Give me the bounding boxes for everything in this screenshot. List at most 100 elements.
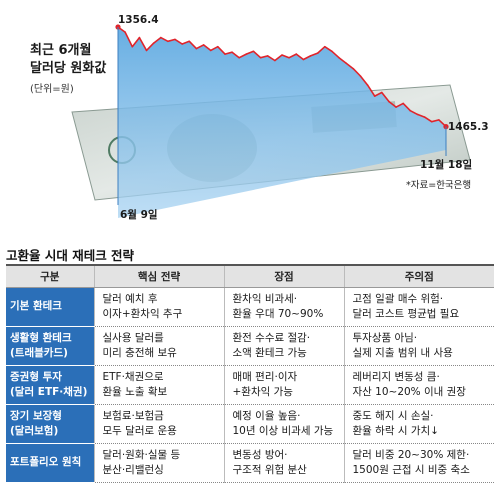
cell-line: 환율 하락 시 가치↓: [352, 424, 439, 437]
rate-point: [202, 44, 205, 46]
rate-point: [217, 45, 219, 48]
rate-point: [238, 56, 240, 59]
row-strategy: 달러·원화·실물 등 분산·리밸런싱: [93, 443, 224, 483]
rate-point: [252, 50, 255, 53]
category-text: 장기 보장형 (달러보험): [10, 409, 62, 437]
cell-line: 1500원 근접 시 비중 축소: [352, 463, 470, 476]
cell-line: 매매 편리·이자: [232, 370, 298, 383]
source-text: 자료=한국은행: [410, 180, 472, 191]
end-value-label: 1465.3: [448, 121, 489, 133]
chart-title: 최근 6개월 달러당 원화값: [30, 42, 106, 78]
cell-line: 모두 달러로 운용: [102, 424, 177, 437]
header-strategy: 핵심 전략: [93, 264, 224, 288]
strategy-table: 구분 핵심 전략 장점 주의점 기본 환테크 달러 예치 후 이자+환차익 추구 …: [6, 264, 494, 483]
cell-line: 분산·리밸런싱: [102, 463, 164, 476]
rate-point: [359, 75, 362, 77]
rate-point: [195, 47, 198, 50]
chart-area-fill: [118, 27, 446, 218]
rate-point: [259, 56, 262, 59]
rate-point: [309, 55, 312, 57]
cell-line: 미리 충전해 보유: [102, 346, 177, 359]
row-category: 생활형 환테크 (트래블카드): [6, 326, 94, 366]
table-header-row: 구분 핵심 전략 장점 주의점: [6, 264, 494, 288]
rate-point: [131, 45, 134, 48]
rate-point: [402, 102, 405, 105]
row-cautions: 투자상품 아님· 실제 지출 범위 내 사용: [343, 326, 494, 366]
rate-point: [438, 119, 440, 121]
rate-point: [138, 36, 141, 39]
cell-line: 환율 우대 70~90%: [232, 307, 324, 320]
category-text: 기본 환테크: [10, 300, 62, 312]
rate-point: [345, 62, 348, 64]
table-row: 증권형 투자 (달러 ETF·채권) ETF·채권으로 환율 노출 확보 매매 편리…: [6, 365, 494, 405]
header-pros: 장점: [223, 264, 344, 288]
chart-title-line: 최근 6개월 달러당 원화값: [30, 43, 107, 76]
cell-line: 실제 지출 범위 내 사용: [352, 346, 453, 359]
row-cautions: 고점 일괄 매수 위험· 달러 코스트 평균법 필요: [343, 287, 494, 327]
row-strategy: ETF·채권으로 환율 노출 확보: [93, 365, 224, 405]
cell-line: 구조적 위험 분산: [232, 463, 307, 476]
cell-line: ETF·채권으로: [102, 370, 164, 383]
rate-point: [288, 56, 290, 59]
rate-point: [174, 38, 176, 41]
rate-point: [395, 106, 397, 108]
cell-line: 중도 해지 시 손실·: [352, 409, 434, 422]
cell-line: 이자+환차익 추구: [102, 307, 183, 320]
row-pros: 예정 이율 높음· 10년 이상 비과세 가능: [223, 404, 344, 444]
row-cautions: 레버리지 변동성 큼· 자산 10~20% 이내 권장: [343, 365, 494, 405]
rate-point: [188, 40, 191, 43]
cell-line: 자산 10~20% 이내 권장: [352, 385, 466, 398]
rate-point: [409, 109, 412, 112]
cell-line: 보험료·보험금: [102, 409, 164, 422]
row-category: 포트폴리오 원칙: [6, 443, 94, 483]
row-cautions: 달러 비중 20~30% 제한· 1500원 근접 시 비중 축소: [343, 443, 494, 483]
row-category: 증권형 투자 (달러 ETF·채권): [6, 365, 94, 405]
rate-point: [302, 58, 305, 61]
source-note: *자료=한국은행: [406, 180, 472, 191]
cell-line: 고점 일괄 매수 위험·: [352, 292, 444, 305]
rate-point: [295, 53, 298, 55]
rate-point: [366, 84, 369, 86]
rate-point: [152, 42, 155, 44]
rate-point: [381, 91, 383, 94]
rate-point: [145, 49, 148, 52]
cell-line: 10년 이상 비과세 가능: [232, 424, 334, 437]
cell-line: 환차익 비과세·: [232, 292, 298, 305]
rate-point: [423, 116, 426, 118]
cell-line: 달러 비중 20~30% 제한·: [352, 448, 470, 461]
start-value-label: 1356.4: [118, 14, 159, 26]
chart-unit: (단위=원): [30, 84, 74, 95]
rate-point: [316, 52, 319, 54]
header-cautions: 주의점: [343, 264, 494, 288]
rate-point: [331, 50, 333, 53]
rate-point: [167, 40, 169, 43]
row-category: 기본 환테크: [6, 287, 94, 327]
rate-point: [352, 67, 355, 70]
row-pros: 매매 편리·이자 +환차익 가능: [223, 365, 344, 405]
rate-point: [245, 53, 248, 55]
cell-line: 변동성 방어·: [232, 448, 288, 461]
rate-point: [224, 53, 226, 55]
header-category: 구분: [6, 264, 94, 288]
exchange-rate-chart: 최근 6개월 달러당 원화값 (단위=원) 1356.4 1465.3 11월 1…: [0, 0, 500, 232]
rate-point: [124, 31, 126, 33]
rate-point: [231, 51, 233, 53]
table-row: 기본 환테크 달러 예치 후 이자+환차익 추구 환차익 비과세· 환율 우대 70…: [6, 287, 494, 327]
cell-line: 환전 수수료 절감·: [232, 331, 311, 344]
end-date-label: 11월 18일: [420, 159, 473, 171]
row-strategy: 달러 예치 후 이자+환차익 추구: [93, 287, 224, 327]
cell-line: 실사용 달러를: [102, 331, 164, 344]
chart-graphic: [71, 24, 471, 218]
cell-line: +환차익 가능: [232, 385, 293, 398]
category-text: 포트폴리오 원칙: [10, 456, 82, 468]
rate-point: [160, 36, 162, 39]
rate-point: [281, 54, 283, 56]
cell-line: 예정 이율 높음·: [232, 409, 301, 422]
row-category: 장기 보장형 (달러보험): [6, 404, 94, 444]
rate-point: [209, 49, 212, 52]
category-text: 생활형 환테크 (트래블카드): [10, 331, 72, 359]
